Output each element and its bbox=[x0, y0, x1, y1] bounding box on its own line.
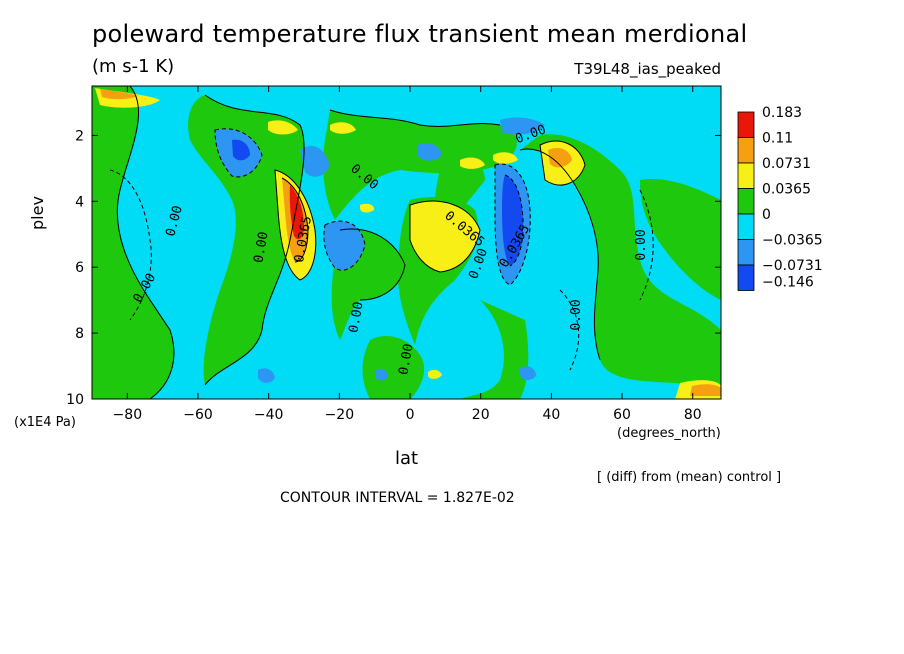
legend-swatch bbox=[737, 188, 755, 215]
legend-swatch bbox=[737, 264, 755, 291]
y-tick-label: 6 bbox=[75, 260, 84, 276]
x-axis-label: lat bbox=[395, 448, 419, 469]
x-tick-label: −60 bbox=[183, 407, 213, 423]
yellow-regions bbox=[95, 88, 721, 399]
legend-label: −0.146 bbox=[762, 275, 814, 291]
y-tick-label: 8 bbox=[75, 326, 84, 342]
y-axis-ticks: 2 4 6 8 10 bbox=[66, 128, 721, 408]
legend: 0.183 0.11 0.0731 0.0365 0 −0.0365 −0.0731−0.1… bbox=[737, 105, 823, 291]
x-tick-label: −40 bbox=[254, 407, 284, 423]
x-axis-ticks: −80 −60 −40 −20 0 20 40 60 80 bbox=[113, 86, 702, 423]
x-tick-label: 60 bbox=[613, 407, 631, 423]
contour-label: 0.00 bbox=[396, 343, 416, 376]
contour-label: 0.00 bbox=[251, 231, 271, 264]
chart-title: poleward temperature flux transient mean… bbox=[92, 20, 748, 48]
legend-label: 0.183 bbox=[762, 105, 802, 121]
legend-swatch bbox=[737, 213, 755, 240]
legend-label: −0.0365 bbox=[762, 233, 823, 249]
legend-label: 0.11 bbox=[762, 131, 793, 147]
y-tick-label: 2 bbox=[75, 128, 84, 144]
legend-swatch bbox=[737, 111, 755, 138]
negative-contour-lines bbox=[109, 128, 654, 371]
legend-label: 0.0731 bbox=[762, 156, 811, 172]
y-tick-label: 4 bbox=[75, 194, 84, 210]
legend-swatch bbox=[737, 239, 755, 266]
darkblue-regions bbox=[232, 139, 524, 266]
y-axis-unit: (x1E4 Pa) bbox=[14, 415, 76, 430]
x-axis-unit: (degrees_north) bbox=[617, 426, 721, 441]
x-tick-label: 0 bbox=[406, 407, 415, 423]
x-tick-label: 40 bbox=[542, 407, 560, 423]
contour-lines bbox=[116, 86, 601, 399]
diff-note: [ (diff) from (mean) control ] bbox=[597, 470, 782, 485]
legend-swatch bbox=[737, 137, 755, 164]
legend-swatch bbox=[737, 162, 755, 189]
contour-label: 0.00 bbox=[569, 299, 584, 330]
x-tick-label: −20 bbox=[325, 407, 355, 423]
contour-label: 0.00 bbox=[634, 229, 649, 260]
x-tick-label: 80 bbox=[684, 407, 702, 423]
x-tick-label: 20 bbox=[472, 407, 490, 423]
run-label: T39L48_ias_peaked bbox=[574, 60, 721, 78]
y-tick-label: 10 bbox=[66, 392, 84, 408]
legend-label: 0 bbox=[762, 207, 771, 223]
plot-frame bbox=[91, 85, 722, 400]
legend-label: −0.0731 bbox=[762, 258, 823, 274]
plot-area bbox=[92, 86, 721, 399]
x-tick-label: −80 bbox=[113, 407, 143, 423]
contour-interval: CONTOUR INTERVAL = 1.827E-02 bbox=[280, 490, 515, 506]
legend-label: 0.0365 bbox=[762, 182, 811, 198]
contour-label: 0.00 bbox=[346, 301, 366, 334]
chart-units: (m s-1 K) bbox=[92, 56, 175, 77]
